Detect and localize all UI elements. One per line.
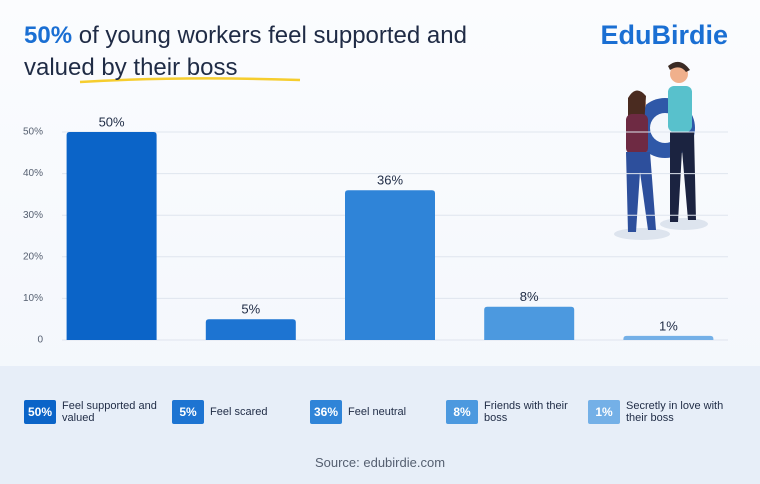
legend-item: 1% Secretly in love with their boss bbox=[588, 400, 726, 424]
legend-label: Feel scared bbox=[210, 406, 268, 418]
y-tick-label: 50% bbox=[23, 127, 43, 138]
title-highlight: 50% bbox=[24, 22, 73, 49]
legend-item: 50% Feel supported and valued bbox=[24, 400, 162, 424]
bar bbox=[66, 132, 157, 340]
legend-value: 50% bbox=[24, 400, 57, 424]
bar bbox=[484, 306, 575, 340]
title-text: of young workers feel supported and valu… bbox=[24, 22, 467, 81]
y-tick-label: 10% bbox=[23, 293, 43, 304]
value-label: 50% bbox=[99, 114, 125, 129]
value-label: 8% bbox=[520, 289, 539, 304]
legend-item: 8% Friends with their boss bbox=[446, 400, 584, 424]
legend-value: 1% bbox=[588, 400, 620, 424]
legend-value: 5% bbox=[172, 400, 204, 424]
chart-title: 50% of young workers feel supported and … bbox=[24, 20, 494, 84]
legend-value: 8% bbox=[446, 400, 478, 424]
legend-band bbox=[0, 366, 760, 484]
y-tick-label: 40% bbox=[23, 168, 43, 179]
legend-value: 36% bbox=[310, 400, 343, 424]
brand: EduBirdie bbox=[600, 20, 728, 50]
y-tick-label: 30% bbox=[23, 210, 43, 221]
legend-item: 36% Feel neutral bbox=[310, 400, 448, 424]
source: Source: edubirdie.com bbox=[314, 455, 446, 470]
legend-label: Feel supported and valued bbox=[62, 400, 157, 424]
legend-label: Secretly in love with their boss bbox=[626, 400, 724, 424]
bar bbox=[623, 335, 714, 340]
y-tick-label: 20% bbox=[23, 251, 43, 262]
legend-item: 5% Feel scared bbox=[172, 400, 310, 424]
underline bbox=[79, 77, 301, 84]
value-label: 1% bbox=[659, 318, 678, 333]
bar bbox=[345, 190, 435, 340]
legend-label: Feel neutral bbox=[348, 406, 407, 418]
y-tick-label: 0 bbox=[37, 335, 43, 346]
legend-label: Friends with their boss bbox=[484, 400, 568, 424]
bar bbox=[205, 319, 296, 340]
illustration bbox=[614, 61, 708, 240]
value-label: 5% bbox=[241, 302, 260, 317]
value-label: 36% bbox=[377, 173, 403, 188]
